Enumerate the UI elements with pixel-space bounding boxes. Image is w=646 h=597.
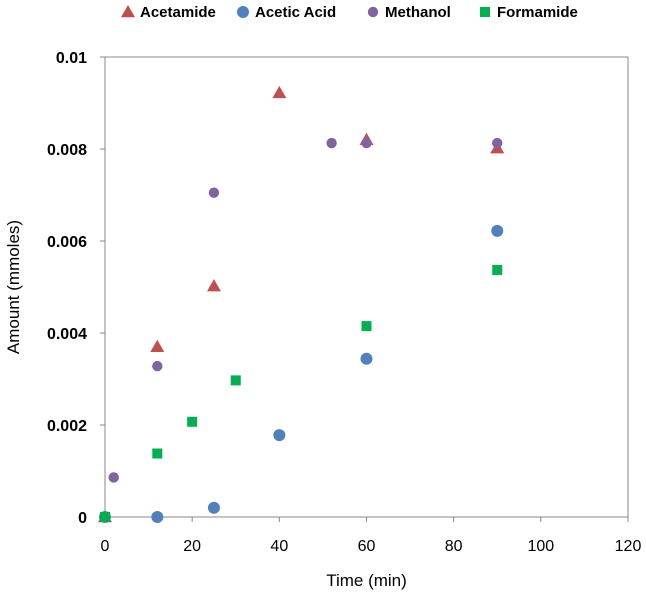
legend-marker [480, 7, 490, 17]
data-point [152, 448, 163, 459]
y-axis-title: Amount (mmoles) [4, 220, 23, 354]
legend-item: Formamide [480, 4, 578, 21]
data-point [491, 224, 504, 237]
data-point [272, 85, 287, 99]
x-axis: 0 20 40 60 80 100 120 [101, 517, 642, 555]
x-tick-label: 100 [527, 538, 554, 555]
data-point [152, 360, 163, 372]
legend-label: Formamide [497, 4, 578, 21]
x-tick-label: 20 [183, 538, 201, 555]
data-point [361, 321, 372, 332]
data-point [150, 339, 165, 353]
legend: Acetamide Acetic Acid Methanol Formamide [121, 4, 578, 21]
y-tick-label: 0.006 [47, 234, 87, 251]
data-point [208, 187, 220, 198]
legend-item: Acetic Acid [237, 4, 336, 21]
y-axis: 0 0.002 0.004 0.006 0.008 0.01 [47, 50, 105, 527]
data-point [207, 501, 220, 514]
x-tick-label: 120 [615, 538, 642, 555]
y-tick-label: 0.002 [47, 418, 87, 435]
y-tick-label: 0 [78, 510, 87, 527]
data-point [187, 416, 198, 427]
data-point [230, 375, 241, 386]
x-tick-label: 60 [358, 538, 376, 555]
data-point [273, 429, 286, 442]
data-point [100, 512, 110, 522]
legend-label: Acetamide [140, 4, 216, 21]
data-point [151, 511, 164, 523]
data-point [360, 352, 373, 365]
y-tick-label: 0.008 [47, 142, 87, 159]
y-tick-label: 0.004 [47, 326, 87, 343]
plot-area [104, 56, 629, 518]
legend-item: Acetamide [121, 4, 216, 21]
data-point [492, 264, 503, 275]
series-acetic-acid [99, 224, 504, 523]
legend-label: Methanol [385, 4, 451, 21]
x-tick-label: 40 [270, 538, 288, 555]
data-point [361, 137, 372, 149]
legend-item: Methanol [367, 4, 451, 21]
data-point [326, 137, 337, 149]
legend-marker [237, 6, 249, 18]
legend-marker [121, 5, 135, 18]
legend-marker [367, 6, 379, 18]
x-axis-title: Time (min) [326, 571, 407, 590]
series-methanol [108, 137, 503, 483]
data-point [108, 472, 119, 483]
x-tick-label: 80 [445, 538, 463, 555]
data-point [206, 279, 221, 292]
series-formamide [100, 264, 503, 522]
legend-label: Acetic Acid [255, 4, 336, 21]
data-point [492, 137, 503, 149]
x-tick-label: 0 [101, 538, 110, 555]
data-points [98, 85, 505, 523]
y-tick-label: 0.01 [56, 50, 87, 67]
